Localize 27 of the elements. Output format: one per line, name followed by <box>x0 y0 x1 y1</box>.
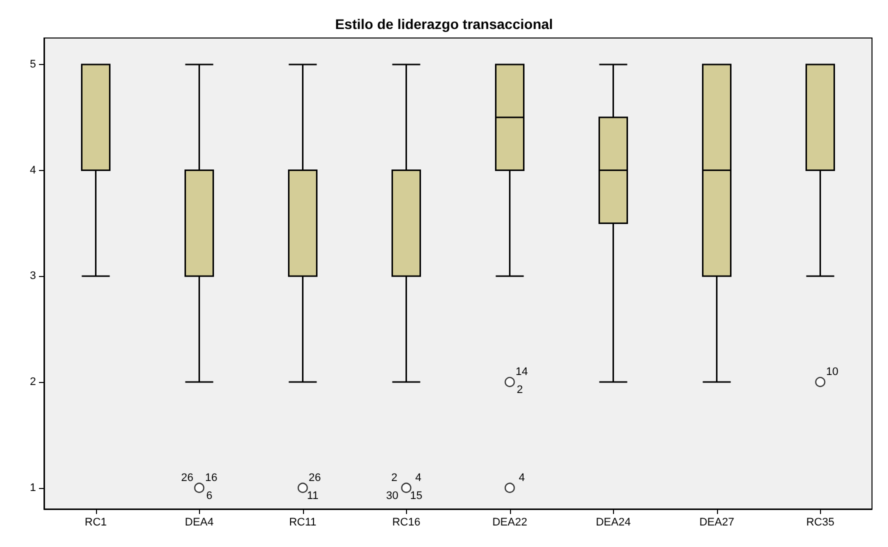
chart-title: Estilo de liderazgo transaccional <box>335 16 553 32</box>
x-tick-label: DEA24 <box>596 516 631 528</box>
x-tick-label: RC35 <box>806 516 834 528</box>
annotation: 26 <box>308 472 321 484</box>
x-tick-label: RC11 <box>289 516 316 528</box>
annotation: 4 <box>415 472 422 484</box>
x-tick-label: RC16 <box>392 516 420 528</box>
annotation: 10 <box>826 366 838 378</box>
y-tick-label: 2 <box>30 376 36 388</box>
x-tick-label: RC1 <box>84 516 107 528</box>
x-tick-label: DEA27 <box>699 516 734 528</box>
x-tick-label: DEA4 <box>184 516 214 528</box>
annotation: 11 <box>307 490 318 502</box>
annotation: 30 <box>386 490 398 502</box>
annotation: 4 <box>518 472 525 484</box>
annotation: 26 <box>181 472 194 484</box>
annotation: 16 <box>205 472 218 484</box>
annotation: 15 <box>410 490 422 502</box>
annotation: 6 <box>206 490 212 502</box>
y-tick-label: 5 <box>30 58 36 70</box>
annotation: 14 <box>516 366 528 378</box>
annotation: 2 <box>391 472 398 484</box>
x-tick-label: DEA22 <box>492 516 528 528</box>
annotation: 2 <box>516 384 523 396</box>
y-tick-label: 4 <box>30 164 36 176</box>
y-tick-label: 3 <box>30 270 36 282</box>
y-tick-label: 1 <box>30 482 36 494</box>
